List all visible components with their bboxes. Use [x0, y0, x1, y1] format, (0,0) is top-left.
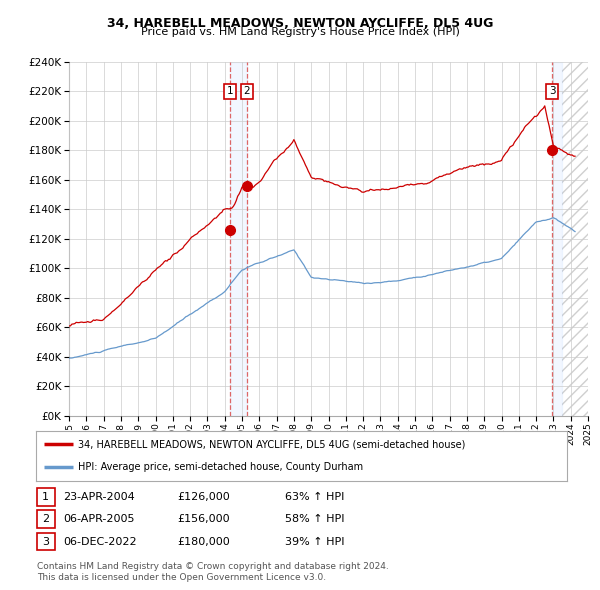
Text: £126,000: £126,000 — [177, 492, 230, 502]
Text: This data is licensed under the Open Government Licence v3.0.: This data is licensed under the Open Gov… — [37, 572, 326, 582]
Text: Contains HM Land Registry data © Crown copyright and database right 2024.: Contains HM Land Registry data © Crown c… — [37, 562, 389, 571]
Text: 34, HAREBELL MEADOWS, NEWTON AYCLIFFE, DL5 4UG (semi-detached house): 34, HAREBELL MEADOWS, NEWTON AYCLIFFE, D… — [79, 439, 466, 449]
Text: 3: 3 — [42, 537, 49, 546]
Text: 63% ↑ HPI: 63% ↑ HPI — [285, 492, 344, 502]
Text: 23-APR-2004: 23-APR-2004 — [63, 492, 135, 502]
Text: 58% ↑ HPI: 58% ↑ HPI — [285, 514, 344, 524]
Text: 39% ↑ HPI: 39% ↑ HPI — [285, 537, 344, 546]
Text: 34, HAREBELL MEADOWS, NEWTON AYCLIFFE, DL5 4UG: 34, HAREBELL MEADOWS, NEWTON AYCLIFFE, D… — [107, 17, 493, 30]
Text: 3: 3 — [549, 87, 556, 96]
Bar — [230, 62, 247, 416]
Text: £156,000: £156,000 — [177, 514, 230, 524]
Text: Price paid vs. HM Land Registry's House Price Index (HPI): Price paid vs. HM Land Registry's House … — [140, 27, 460, 37]
Text: 06-APR-2005: 06-APR-2005 — [63, 514, 134, 524]
Text: 1: 1 — [227, 87, 233, 96]
Bar — [552, 62, 562, 416]
Text: 2: 2 — [42, 514, 49, 524]
Text: 2: 2 — [244, 87, 250, 96]
Text: £180,000: £180,000 — [177, 537, 230, 546]
Text: 06-DEC-2022: 06-DEC-2022 — [63, 537, 137, 546]
Text: 1: 1 — [42, 492, 49, 502]
Text: HPI: Average price, semi-detached house, County Durham: HPI: Average price, semi-detached house,… — [79, 463, 364, 473]
